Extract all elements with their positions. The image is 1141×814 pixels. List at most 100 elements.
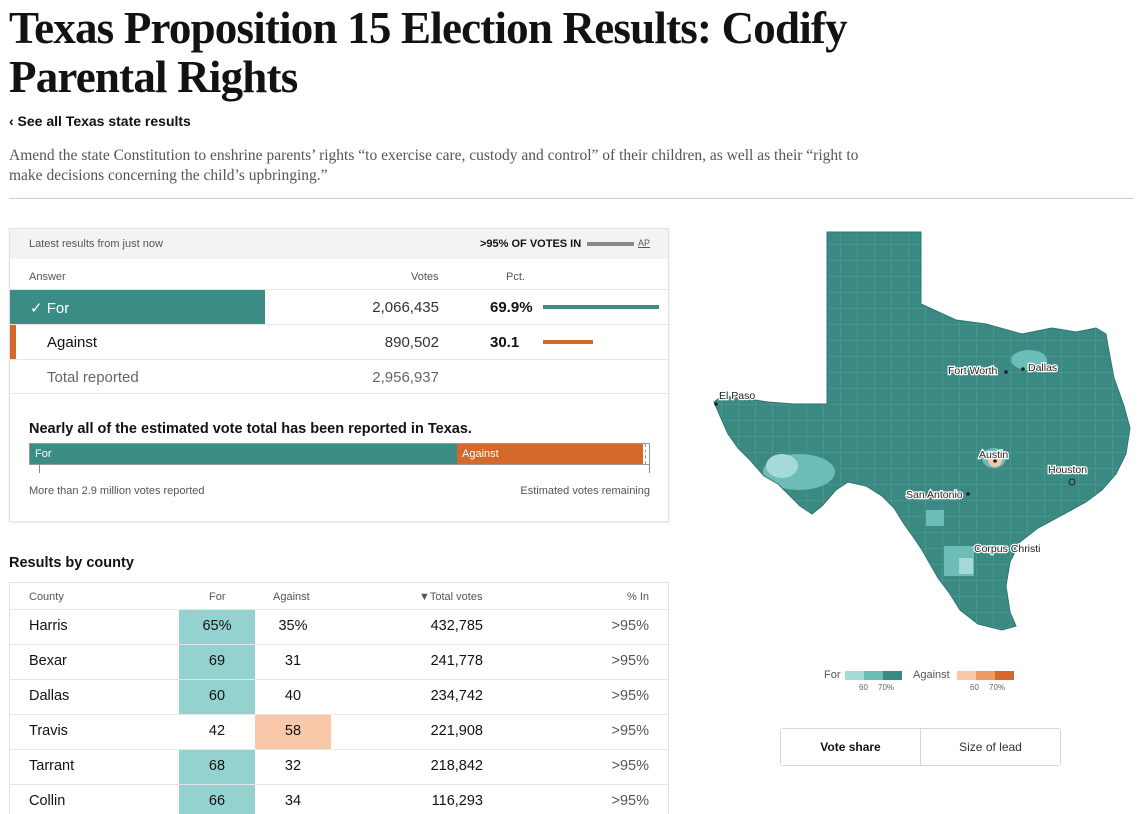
houston-label: Houston: [1048, 464, 1087, 476]
total-votes: 2,956,937: [372, 369, 439, 386]
pct-in-cell: >95%: [611, 618, 650, 634]
san-antonio-dot: [966, 492, 970, 496]
pct-in-cell: >95%: [611, 723, 650, 739]
results-summary: Latest results from just now >95% OF VOT…: [9, 228, 669, 522]
stack-remaining-segment: [645, 444, 649, 464]
total-label: Total reported: [47, 369, 139, 386]
votes-reported-note: More than 2.9 million votes reported: [29, 485, 205, 497]
total-votes-cell: 116,293: [431, 793, 483, 809]
table-row: Travis 42 58 221,908 >95%: [10, 714, 668, 749]
pct-column-header: Pct.: [506, 271, 525, 283]
el-paso-label: El Paso: [719, 390, 755, 402]
see-all-texas-results-link[interactable]: ‹ See all Texas state results: [9, 113, 191, 129]
county-column-header: County: [29, 591, 64, 603]
county-grid: [714, 232, 1130, 630]
vote-share-button[interactable]: Vote share: [781, 729, 921, 765]
legend-against-label: Against: [913, 669, 950, 681]
table-row: Harris 65% 35% 432,785 >95%: [10, 609, 668, 644]
legend-against-swatch: [976, 671, 995, 680]
against-column-header[interactable]: Against: [273, 591, 310, 603]
pct-in-cell: >95%: [611, 688, 650, 704]
legend-for-swatch: [864, 671, 883, 680]
legend-tick: 70%: [989, 683, 1006, 692]
against-cell: 40: [284, 688, 302, 704]
county-name: Tarrant: [29, 758, 75, 774]
legend-tick: 60: [970, 683, 979, 692]
for-cell: 65%: [179, 610, 255, 644]
reporting-bar: [587, 242, 634, 246]
pct-in-column-header: % In: [627, 591, 650, 603]
measure-description: Amend the state Constitution to enshrine…: [9, 147, 859, 184]
texas-county-map[interactable]: Fort Worth Dallas El Paso Austin Houston…: [704, 228, 1136, 638]
stack-tick: [39, 465, 40, 473]
austin-dot: [993, 459, 997, 463]
total-votes-cell: 221,908: [430, 723, 483, 739]
legend-tick: 60: [859, 683, 868, 692]
votes-remaining-note: Estimated votes remaining: [520, 485, 650, 497]
fort-worth-dot: [1004, 370, 1008, 374]
county-region-dallas: [1011, 350, 1047, 370]
result-row-total: Total reported 2,956,937: [10, 359, 668, 394]
result-row-for: ✓ For 2,066,435 69.9%: [10, 289, 668, 325]
winner-highlight: [10, 290, 265, 325]
vote-pct: 30.1: [490, 334, 520, 351]
county-region-west-light: [766, 454, 798, 478]
fort-worth-label: Fort Worth: [948, 365, 998, 377]
against-cell: 34: [284, 793, 302, 809]
reporting-status: >95% OF VOTES IN: [480, 238, 582, 250]
answer-label: ✓ For: [30, 300, 70, 317]
el-paso-dot: [714, 402, 718, 406]
county-region-south: [926, 510, 944, 526]
county-name: Collin: [29, 793, 66, 809]
answer-column-header: Answer: [29, 271, 66, 283]
san-antonio-label: San Antonio: [906, 489, 963, 501]
for-column-header: For: [209, 591, 226, 603]
against-cell: 58: [255, 715, 331, 749]
table-row: Bexar 69 31 241,778 >95%: [10, 644, 668, 679]
for-cell: 66: [179, 785, 255, 814]
county-region-coastal-light: [959, 558, 973, 574]
legend-for-label: For: [824, 669, 841, 681]
estimate-note: Nearly all of the estimated vote total h…: [29, 421, 472, 437]
answer-label: Against: [47, 334, 98, 351]
county-name: Bexar: [29, 653, 67, 669]
result-row-against: Against 890,502 30.1: [10, 324, 668, 360]
ap-source-link[interactable]: AP: [638, 238, 651, 248]
stack-tick: [649, 465, 650, 473]
vote-count: 2,066,435: [372, 299, 439, 316]
corpus-christi-label: Corpus Christi: [974, 543, 1041, 555]
total-votes-column-header[interactable]: ▼Total votes: [419, 591, 483, 603]
austin-label: Austin: [979, 449, 1008, 461]
divider: [9, 198, 1134, 199]
pct-bar: [543, 305, 660, 309]
map-view-toggle: Vote share Size of lead: [780, 728, 1061, 766]
latest-results-label: Latest results from just now: [29, 238, 163, 250]
legend-for-swatch: [883, 671, 902, 680]
against-cell: 31: [284, 653, 302, 669]
votes-column-header: Votes: [411, 271, 439, 283]
dallas-dot: [1021, 367, 1025, 371]
for-cell: 60: [179, 680, 255, 714]
houston-dot: [1068, 478, 1076, 486]
page-title: Texas Proposition 15 Election Results: C…: [9, 3, 848, 102]
pct-in-cell: >95%: [611, 758, 650, 774]
size-of-lead-button[interactable]: Size of lead: [921, 729, 1060, 765]
legend-tick: 70%: [878, 683, 895, 692]
for-cell: 68: [179, 750, 255, 784]
county-name: Travis: [29, 723, 68, 739]
total-votes-cell: 218,842: [430, 758, 483, 774]
table-row: Dallas 60 40 234,742 >95%: [10, 679, 668, 714]
county-name: Harris: [29, 618, 68, 634]
legend-against-swatch: [995, 671, 1014, 680]
pct-bar: [543, 340, 593, 344]
results-header: Latest results from just now >95% OF VOT…: [10, 229, 668, 259]
for-cell: 42: [208, 723, 226, 739]
table-row: Tarrant 68 32 218,842 >95%: [10, 749, 668, 784]
total-votes-cell: 241,778: [430, 653, 483, 669]
table-row: Collin 66 34 116,293 >95%: [10, 784, 668, 814]
pct-in-cell: >95%: [611, 793, 650, 809]
legend-against-swatch: [957, 671, 976, 680]
against-accent: [10, 325, 16, 360]
reported-stacked-bar: For Against: [29, 443, 650, 465]
vote-pct: 69.9%: [490, 299, 533, 316]
